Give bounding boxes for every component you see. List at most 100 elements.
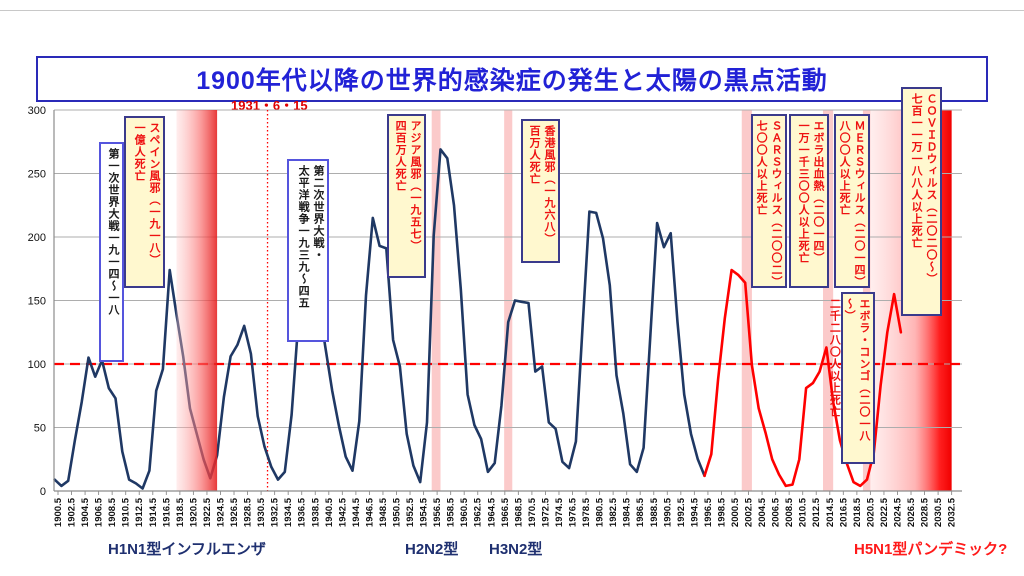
annotation-text: 百万人死亡 — [528, 125, 541, 185]
x-axis-tick-label: 1978.5 — [581, 497, 592, 527]
x-axis-tick-label: 2010.5 — [798, 497, 809, 527]
y-axis-tick-label: 100 — [28, 359, 46, 371]
annotation-text: 七〇〇人以上死亡 — [755, 120, 768, 216]
annotation-text: 香港風邪（一九六八） — [543, 125, 555, 245]
annotation-text: ＭＥＲＳウィルス（二〇一四） — [853, 120, 865, 288]
x-axis-tick-label: 2014.5 — [825, 497, 836, 527]
annotation-text: 第二次世界大戦・ — [312, 165, 324, 261]
top-divider — [0, 10, 1024, 11]
strain-label-h1n1: H1N1型インフルエンザ — [108, 541, 266, 558]
annotation-text: 八〇〇人以上死亡 — [838, 120, 851, 216]
x-axis-tick-label: 1942.5 — [337, 497, 348, 527]
x-axis-tick-label: 2018.5 — [852, 497, 863, 527]
annotation-text: 第一次世界大戦一九一四～一八 — [107, 148, 119, 316]
page-title: 1900年代以降の世界的感染症の発生と太陽の黒点活動 — [196, 67, 828, 95]
y-axis-tick-label: 0 — [40, 486, 46, 498]
x-axis-tick-label: 2002.5 — [744, 497, 755, 527]
x-axis-tick-label: 1962.5 — [473, 497, 484, 527]
chart-title-box: 1900年代以降の世界的感染症の発生と太陽の黒点活動 — [36, 56, 988, 102]
x-axis-tick-label: 1958.5 — [446, 497, 457, 527]
x-axis-tick-label: 2020.5 — [865, 497, 876, 527]
x-axis-tick-label: 1922.5 — [202, 497, 213, 527]
annotation-hongkong-flu: 香港風邪（一九六八） 百万人死亡 — [521, 119, 560, 263]
x-axis-tick-label: 1988.5 — [649, 497, 660, 527]
y-axis-tick-label: 200 — [28, 232, 46, 244]
annotation-text: スペイン風邪（一九一八） — [148, 122, 160, 266]
annotation-mers: ＭＥＲＳウィルス（二〇一四） 八〇〇人以上死亡 — [834, 114, 870, 288]
strain-label-h3n2: H3N2型 — [489, 541, 543, 558]
x-axis-tick-label: 1948.5 — [378, 497, 389, 527]
annotation-text: 一万一千三〇〇人以上死亡 — [797, 120, 810, 264]
x-axis-tick-label: 1916.5 — [161, 497, 172, 527]
x-axis-tick-label: 1990.5 — [662, 497, 673, 527]
y-axis-tick-label: 250 — [28, 169, 46, 181]
x-axis-tick-label: 2008.5 — [784, 497, 795, 527]
x-axis-tick-label: 1968.5 — [513, 497, 524, 527]
x-axis-tick-label: 1936.5 — [297, 497, 308, 527]
x-axis-tick-label: 1974.5 — [554, 497, 565, 527]
x-axis-tick-label: 2030.5 — [933, 497, 944, 527]
x-axis-tick-label: 1908.5 — [107, 497, 118, 527]
x-axis-tick-label: 1998.5 — [716, 497, 727, 527]
annotation-covid: ＣＯＶＩＤウィルス（二〇二〇～） 七百一一万一八八人以上死亡 — [901, 87, 942, 316]
x-axis-tick-label: 2012.5 — [811, 497, 822, 527]
annotation-text: エボラ出血熱（二〇一四） — [812, 120, 824, 264]
x-axis-tick-label: 1920.5 — [188, 497, 199, 527]
x-axis-tick-label: 1992.5 — [676, 497, 687, 527]
annotation-text: ＳＡＲＳウィルス（二〇〇二） — [770, 120, 782, 288]
annotation-text: 七百一一万一八八人以上死亡 — [910, 93, 923, 249]
x-axis-tick-label: 1984.5 — [622, 497, 633, 527]
sunspot-number-1900-1996-line — [53, 148, 706, 490]
x-axis-tick-label: 1932.5 — [270, 497, 281, 527]
x-axis-tick-label: 2026.5 — [906, 497, 917, 527]
x-axis-tick-label: 1940.5 — [324, 497, 335, 527]
x-axis-tick-label: 1986.5 — [635, 497, 646, 527]
x-axis-tick-label: 1970.5 — [527, 497, 538, 527]
x-axis-tick-label: 2022.5 — [879, 497, 890, 527]
x-axis-tick-label: 2004.5 — [757, 497, 768, 527]
x-axis-tick-label: 1914.5 — [148, 497, 159, 527]
x-axis-tick-label: 1906.5 — [94, 497, 105, 527]
strain-label-h5n1: H5N1型パンデミック? — [854, 541, 1008, 558]
x-axis-tick-label: 1954.5 — [419, 497, 430, 527]
annotation-spanish-flu: スペイン風邪（一九一八） 一億人死亡 — [124, 116, 165, 288]
y-axis-tick-label: 300 — [28, 105, 46, 117]
x-axis-tick-label: 1956.5 — [432, 497, 443, 527]
x-axis-tick-label: 1900.5 — [53, 497, 64, 527]
x-axis-tick-label: 2028.5 — [920, 497, 931, 527]
x-axis-tick-label: 1976.5 — [568, 497, 579, 527]
x-axis-tick-label: 1964.5 — [486, 497, 497, 527]
x-axis-tick-label: 1928.5 — [243, 497, 254, 527]
y-axis-tick-label: 50 — [34, 423, 46, 435]
event-date-label: 1931・6・15 — [231, 98, 308, 113]
x-axis-tick-label: 1930.5 — [256, 497, 267, 527]
x-axis-tick-label: 2000.5 — [730, 497, 741, 527]
x-axis-tick-label: 1994.5 — [689, 497, 700, 527]
annotation-asian-flu: アジア風邪（一九五七） 四百万人死亡 — [387, 114, 426, 278]
x-axis-tick-label: 1952.5 — [405, 497, 416, 527]
annotation-text: 一億人死亡 — [133, 122, 146, 182]
annotation-ww1: 第一次世界大戦一九一四～一八 — [99, 142, 124, 362]
x-axis-tick-label: 1924.5 — [215, 497, 226, 527]
x-axis-tick-label: 1946.5 — [364, 497, 375, 527]
x-axis-tick-label: 1918.5 — [175, 497, 186, 527]
x-axis-tick-label: 1912.5 — [134, 497, 145, 527]
annotation-ebola-2014: エボラ出血熱（二〇一四） 一万一千三〇〇人以上死亡 — [789, 114, 829, 288]
spanish-flu-band — [176, 110, 218, 491]
x-axis-tick-label: 1926.5 — [229, 497, 240, 527]
x-axis-tick-label: 1910.5 — [121, 497, 132, 527]
x-axis-tick-label: 2024.5 — [892, 497, 903, 527]
annotation-text: 太平洋戦争一九三九～四五 — [297, 165, 310, 309]
x-axis-tick-label: 1934.5 — [283, 497, 294, 527]
x-axis-tick-label: 1996.5 — [703, 497, 714, 527]
annotation-text: 四百万人死亡 — [394, 120, 407, 192]
x-axis-tick-label: 2016.5 — [838, 497, 849, 527]
annotation-text: 二千二八〇人以上死亡 — [828, 298, 841, 418]
annotation-ebola-congo: エボラ・コンゴ（二〇一八～） 二千二八〇人以上死亡 — [828, 292, 875, 464]
annotation-text: アジア風邪（一九五七） — [409, 120, 421, 252]
strain-label-h2n2: H2N2型 — [405, 541, 459, 558]
x-axis-tick-label: 1950.5 — [392, 497, 403, 527]
annotation-ww2: 第二次世界大戦・ 太平洋戦争一九三九～四五 — [287, 159, 329, 342]
